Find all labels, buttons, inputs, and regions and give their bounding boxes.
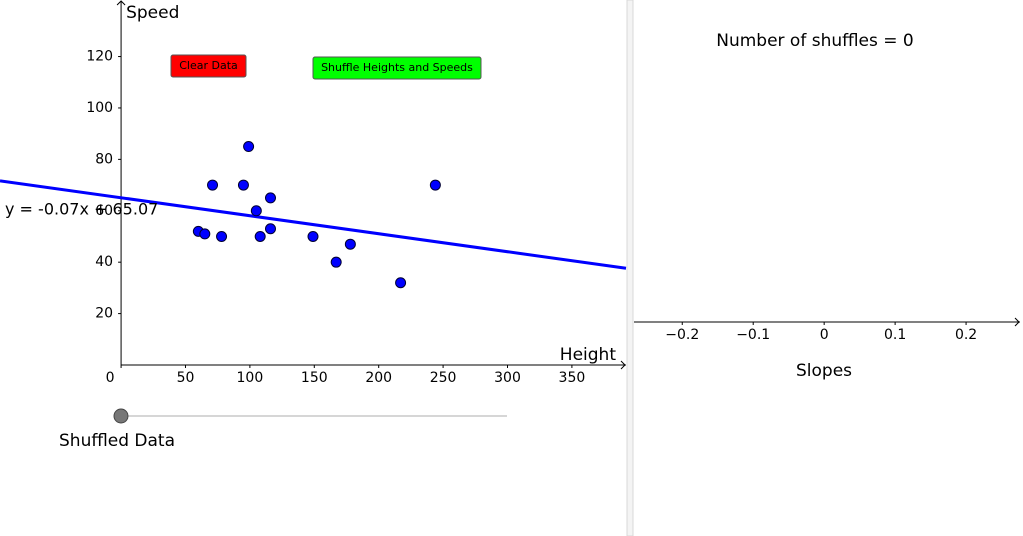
button[interactable]: Clear Data (170, 54, 247, 78)
y-tick-label: 100 (86, 100, 113, 116)
x-tick-label: 100 (237, 370, 264, 386)
data-point (264, 192, 276, 204)
y-tick-label: 80 (95, 151, 113, 167)
button-label[interactable]: Clear Data (179, 59, 238, 72)
x-axis-label: Slopes (796, 361, 852, 381)
data-point (395, 277, 407, 289)
x-tick-label: 300 (494, 370, 521, 386)
axis-arrow (1014, 317, 1020, 327)
x-tick-label: 0 (106, 370, 115, 386)
data-point (429, 179, 441, 191)
data-point (237, 179, 249, 191)
y-tick-label: 40 (95, 254, 113, 270)
data-point (207, 179, 219, 191)
y-tick-label: 20 (95, 306, 113, 322)
y-tick-label: 120 (86, 49, 113, 65)
x-tick-label: −0.2 (665, 327, 699, 343)
button[interactable]: Shuffle Heights and Speeds (312, 56, 482, 80)
data-point (264, 223, 276, 235)
button-label[interactable]: Shuffle Heights and Speeds (321, 61, 473, 74)
x-tick-label: 50 (177, 370, 195, 386)
data-point (254, 230, 266, 242)
data-point (216, 230, 228, 242)
axis-arrow (116, 0, 126, 6)
y-axis-label: Speed (126, 3, 179, 23)
data-point (307, 230, 319, 242)
regression-label: y = -0.07x + 65.07 (5, 200, 158, 219)
x-tick-label: 150 (301, 370, 328, 386)
slider-label: Shuffled Data (59, 431, 175, 451)
x-tick-label: 0.1 (884, 327, 906, 343)
button-bg[interactable] (170, 54, 247, 78)
chart-title: Number of shuffles = 0 (716, 31, 914, 51)
data-point (344, 238, 356, 250)
data-point (330, 256, 342, 268)
x-tick-label: −0.1 (736, 327, 770, 343)
x-axis-label: Height (560, 345, 617, 365)
y-tick-label: 60 (95, 203, 113, 219)
x-tick-label: 200 (365, 370, 392, 386)
data-point (250, 205, 262, 217)
slider-knob[interactable] (113, 408, 129, 424)
x-tick-label: 0 (820, 327, 829, 343)
x-tick-label: 350 (559, 370, 586, 386)
button-bg[interactable] (312, 56, 482, 80)
data-point (199, 228, 211, 240)
divider (626, 0, 634, 536)
x-tick-label: 0.2 (955, 327, 977, 343)
x-tick-label: 250 (430, 370, 457, 386)
data-point (243, 141, 255, 153)
regression-line (0, 179, 627, 270)
axis-arrow (620, 360, 626, 370)
